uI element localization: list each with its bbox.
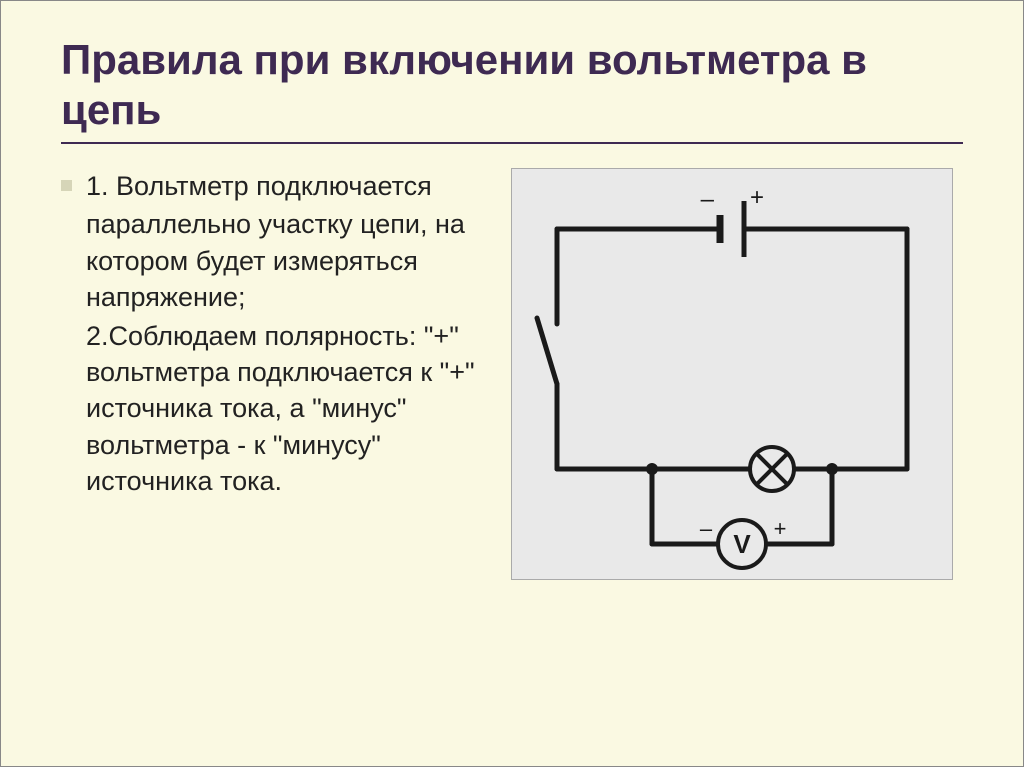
content-row: 1. Вольтметр подключается параллельно уч… (61, 168, 963, 580)
circuit-svg: –+V–+ (512, 169, 952, 579)
bullet-item-1: 1. Вольтметр подключается (61, 168, 481, 204)
svg-text:–: – (701, 186, 715, 213)
diagram-column: –+V–+ (481, 168, 963, 580)
bullet-marker-icon (61, 180, 72, 191)
slide-title: Правила при включении вольтметра в цепь (61, 35, 963, 144)
slide: Правила при включении вольтметра в цепь … (1, 1, 1023, 766)
text-column: 1. Вольтметр подключается параллельно уч… (61, 168, 481, 500)
paragraph-1: параллельно участку цепи, на котором буд… (86, 206, 481, 315)
svg-text:+: + (750, 184, 764, 211)
paragraph-2: 2.Соблюдаем полярность: "+" вольтметра п… (86, 318, 481, 500)
svg-text:+: + (774, 516, 787, 541)
bullet-1-text: 1. Вольтметр подключается (86, 168, 481, 204)
svg-text:–: – (700, 516, 713, 541)
circuit-diagram: –+V–+ (511, 168, 953, 580)
svg-text:V: V (733, 529, 751, 559)
slide-frame: Правила при включении вольтметра в цепь … (0, 0, 1024, 767)
